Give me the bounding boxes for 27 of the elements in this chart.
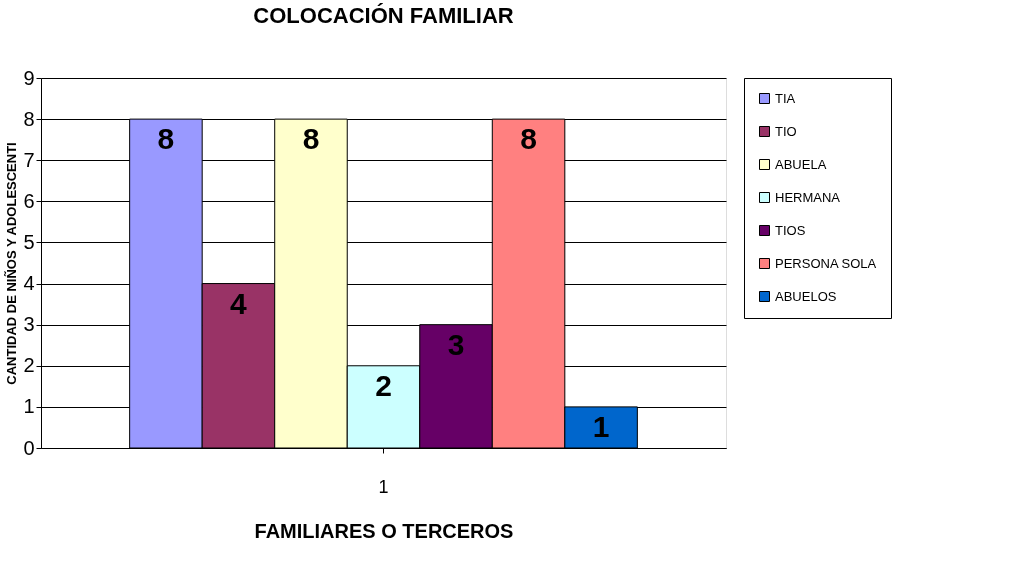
y-tick-label: 0 [23,436,35,459]
data-label: 8 [157,122,175,156]
legend-label: ABUELA [775,156,827,172]
data-label: 8 [520,122,537,156]
data-label: 8 [302,122,320,156]
y-tick-label: 8 [23,107,35,130]
y-tick-label: 4 [23,272,35,295]
chart-title: COLOCACIÓN FAMILIAR [253,3,514,28]
data-label: 1 [592,409,610,443]
data-label: 3 [447,327,465,361]
legend-label: TIA [775,90,796,106]
y-tick-label: 7 [23,148,35,171]
y-tick-label: 5 [23,230,35,253]
y-tick-label: 2 [23,354,35,377]
y-tick-label: 1 [23,395,35,418]
data-label: 2 [375,368,392,402]
y-tick-label: 3 [23,313,35,336]
x-axis-title: FAMILIARES O TERCEROS [254,519,514,542]
legend-label: PERSONA SOLA [775,255,877,271]
legend-label: TIOS [775,222,806,238]
y-tick-label: 6 [23,189,35,212]
legend-label: TIO [775,123,797,139]
y-axis-title: CANTIDAD DE NIÑOS Y ADOLESCENTI [4,142,20,385]
legend-label: ABUELOS [775,288,837,304]
legend-label: HERMANA [775,189,841,205]
y-tick-label: 9 [23,66,35,89]
data-label: 4 [230,286,248,320]
